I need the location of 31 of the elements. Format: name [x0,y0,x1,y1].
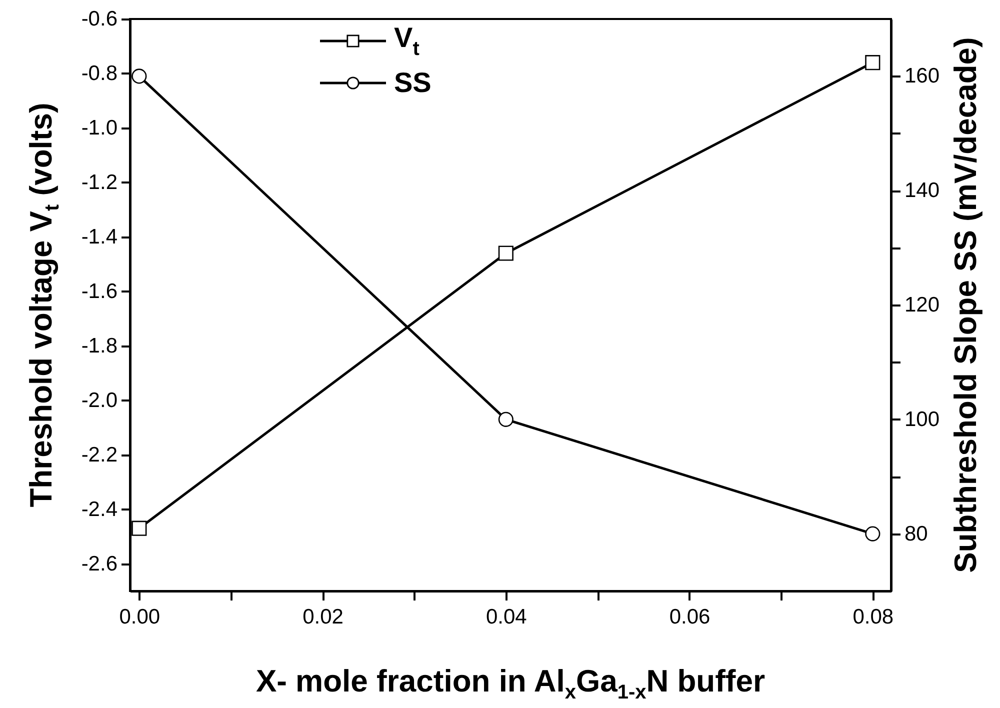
y-tick-label: -1.8 [81,334,118,358]
y2-tick-label: 160 [904,64,940,88]
x-tick-label: 0.02 [302,606,344,628]
y-tick-label: -2.2 [81,443,118,466]
point [498,246,514,261]
x-tick-label: 0.00 [119,606,160,628]
legend-label: V$_{t}$ [394,22,420,60]
point [498,412,514,427]
y-tick-label: -1.6 [81,280,118,303]
point [865,55,880,70]
y-tick-label: -2.4 [81,498,118,521]
point [132,520,147,536]
x-tick-label: 0.08 [852,606,894,628]
y-tick-label: -0.8 [81,62,118,85]
point [865,526,880,542]
y-tick-label: -0.6 [81,8,118,30]
x-axis-title: X- mole fraction in Al$_{x}$Ga$_{1-x}$N buffer [256,664,766,704]
y2-axis-title: Subthreshold Slope SS (mV/decade) [948,37,984,573]
y-tick-label: -1.0 [81,116,118,140]
x-tick-label: 0.06 [669,606,710,628]
y-tick-label: -2.6 [81,552,118,576]
x-tick-label: 0.04 [486,606,528,628]
y2-tick-label: 120 [904,294,940,316]
y-tick-label: -1.4 [81,225,118,248]
point [132,68,147,84]
y-tick-label: -2.0 [81,388,118,412]
y2-tick-label: 100 [904,408,940,431]
y2-tick-label: 140 [904,179,940,202]
y2-tick-label: 80 [904,522,928,546]
legend-label: SS [394,67,432,99]
y-tick-label: -1.2 [81,170,118,194]
